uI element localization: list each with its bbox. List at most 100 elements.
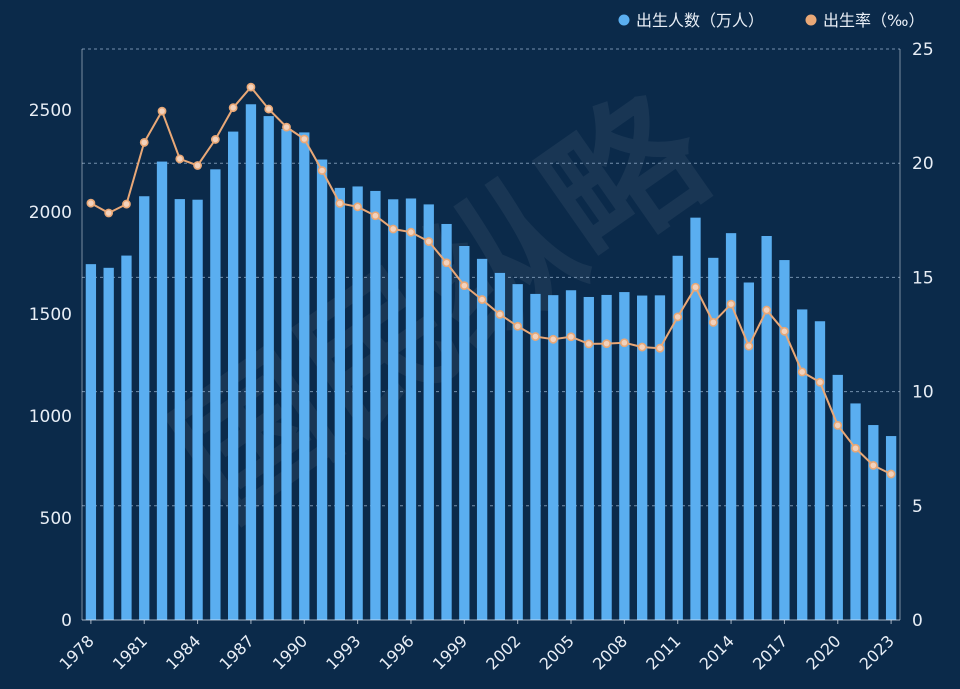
y-left-tick-1500: 1500 bbox=[29, 305, 72, 325]
bar-2020 bbox=[832, 374, 843, 620]
bar-2011 bbox=[672, 255, 683, 620]
point-2023 bbox=[886, 469, 896, 479]
point-2005 bbox=[566, 332, 576, 342]
bar-1983 bbox=[174, 199, 185, 620]
bar-2006 bbox=[583, 296, 594, 620]
legend: 出生人数（万人） 出生率（‰） bbox=[618, 11, 925, 30]
legend-item-birth-rate[interactable]: 出生率（‰） bbox=[805, 11, 925, 30]
bar-1993 bbox=[352, 186, 363, 620]
point-1999 bbox=[459, 281, 469, 291]
bar-2023 bbox=[885, 436, 897, 620]
bar-1984 bbox=[192, 199, 203, 620]
point-1987 bbox=[246, 82, 256, 92]
bar-2021 bbox=[850, 403, 861, 620]
bar-2013 bbox=[708, 257, 719, 620]
bar-1997 bbox=[423, 204, 434, 621]
bar-2003 bbox=[530, 293, 541, 620]
bar-1994 bbox=[370, 190, 381, 621]
bar-1999 bbox=[459, 245, 470, 620]
bar-1988 bbox=[263, 116, 274, 620]
point-2012 bbox=[691, 282, 700, 292]
point-1981 bbox=[139, 138, 149, 147]
legend-label-births: 出生人数（万人） bbox=[636, 11, 764, 30]
point-2016 bbox=[762, 305, 772, 315]
bar-1996 bbox=[405, 198, 417, 620]
point-2000 bbox=[477, 295, 487, 304]
bar-2022 bbox=[868, 425, 879, 620]
bar-2012 bbox=[690, 217, 701, 620]
point-2017 bbox=[780, 326, 789, 336]
point-1980 bbox=[122, 199, 131, 209]
y-right-tick-5: 5 bbox=[912, 497, 923, 517]
y-left-tick-2500: 2500 bbox=[29, 101, 72, 121]
y-left-tick-1000: 1000 bbox=[29, 407, 72, 427]
bar-1980 bbox=[121, 255, 132, 620]
y-right-tick-15: 15 bbox=[912, 268, 934, 288]
legend-marker-birth-rate bbox=[805, 14, 817, 26]
bar-1990 bbox=[299, 132, 310, 620]
point-1989 bbox=[282, 122, 291, 132]
bar-2005 bbox=[565, 290, 577, 620]
bar-2004 bbox=[548, 295, 559, 620]
bar-2009 bbox=[636, 295, 648, 620]
y-left-tick-2000: 2000 bbox=[29, 203, 72, 223]
point-2008 bbox=[619, 338, 629, 348]
point-2003 bbox=[531, 332, 540, 341]
bar-2014 bbox=[725, 233, 737, 620]
y-left-tick-0: 0 bbox=[61, 611, 72, 631]
bar-2016 bbox=[761, 236, 772, 620]
bar-1987 bbox=[245, 104, 257, 620]
point-2019 bbox=[815, 377, 825, 387]
point-2004 bbox=[548, 334, 558, 344]
point-1990 bbox=[299, 134, 309, 144]
birth-rate-line bbox=[90, 85, 892, 475]
point-1995 bbox=[388, 224, 398, 234]
point-1992 bbox=[335, 198, 345, 208]
point-1991 bbox=[317, 166, 327, 175]
bar-1979 bbox=[103, 267, 114, 620]
bar-1998 bbox=[441, 223, 452, 621]
bar-2001 bbox=[494, 272, 506, 620]
point-2014 bbox=[726, 299, 736, 309]
point-2015 bbox=[744, 341, 754, 351]
point-2011 bbox=[673, 312, 683, 322]
point-1979 bbox=[104, 208, 114, 218]
point-2010 bbox=[655, 343, 665, 353]
point-2006 bbox=[584, 339, 594, 349]
bar-2007 bbox=[601, 294, 612, 620]
bar-2002 bbox=[512, 284, 523, 620]
point-1998 bbox=[442, 258, 451, 268]
bar-1982 bbox=[156, 161, 168, 620]
bar-1986 bbox=[227, 131, 239, 620]
bar-2017 bbox=[779, 260, 790, 620]
bar-1978 bbox=[85, 264, 97, 620]
y-left-tick-500: 500 bbox=[40, 509, 72, 529]
point-2020 bbox=[833, 421, 843, 430]
y-right-tick-20: 20 bbox=[912, 154, 934, 174]
point-2022 bbox=[868, 460, 878, 470]
bar-2015 bbox=[743, 282, 755, 620]
y-right-tick-0: 0 bbox=[912, 611, 923, 631]
point-2002 bbox=[513, 321, 523, 331]
bar-1981 bbox=[139, 196, 150, 620]
bar-2008 bbox=[619, 292, 630, 620]
point-1978 bbox=[86, 198, 96, 208]
legend-marker-births bbox=[618, 14, 630, 26]
point-2001 bbox=[495, 310, 505, 319]
bar-1992 bbox=[334, 187, 346, 620]
point-1997 bbox=[424, 237, 434, 246]
bar-2000 bbox=[476, 258, 488, 620]
line-series bbox=[86, 82, 896, 479]
point-1985 bbox=[210, 135, 220, 144]
point-1993 bbox=[353, 202, 363, 212]
bar-1985 bbox=[210, 169, 221, 620]
legend-item-births[interactable]: 出生人数（万人） bbox=[618, 11, 765, 30]
bar-2018 bbox=[797, 309, 808, 620]
point-2007 bbox=[602, 339, 611, 349]
gridlines bbox=[82, 48, 900, 507]
bar-1991 bbox=[316, 159, 328, 620]
point-1986 bbox=[228, 103, 238, 113]
bar-1989 bbox=[281, 128, 292, 620]
point-2018 bbox=[797, 367, 807, 377]
